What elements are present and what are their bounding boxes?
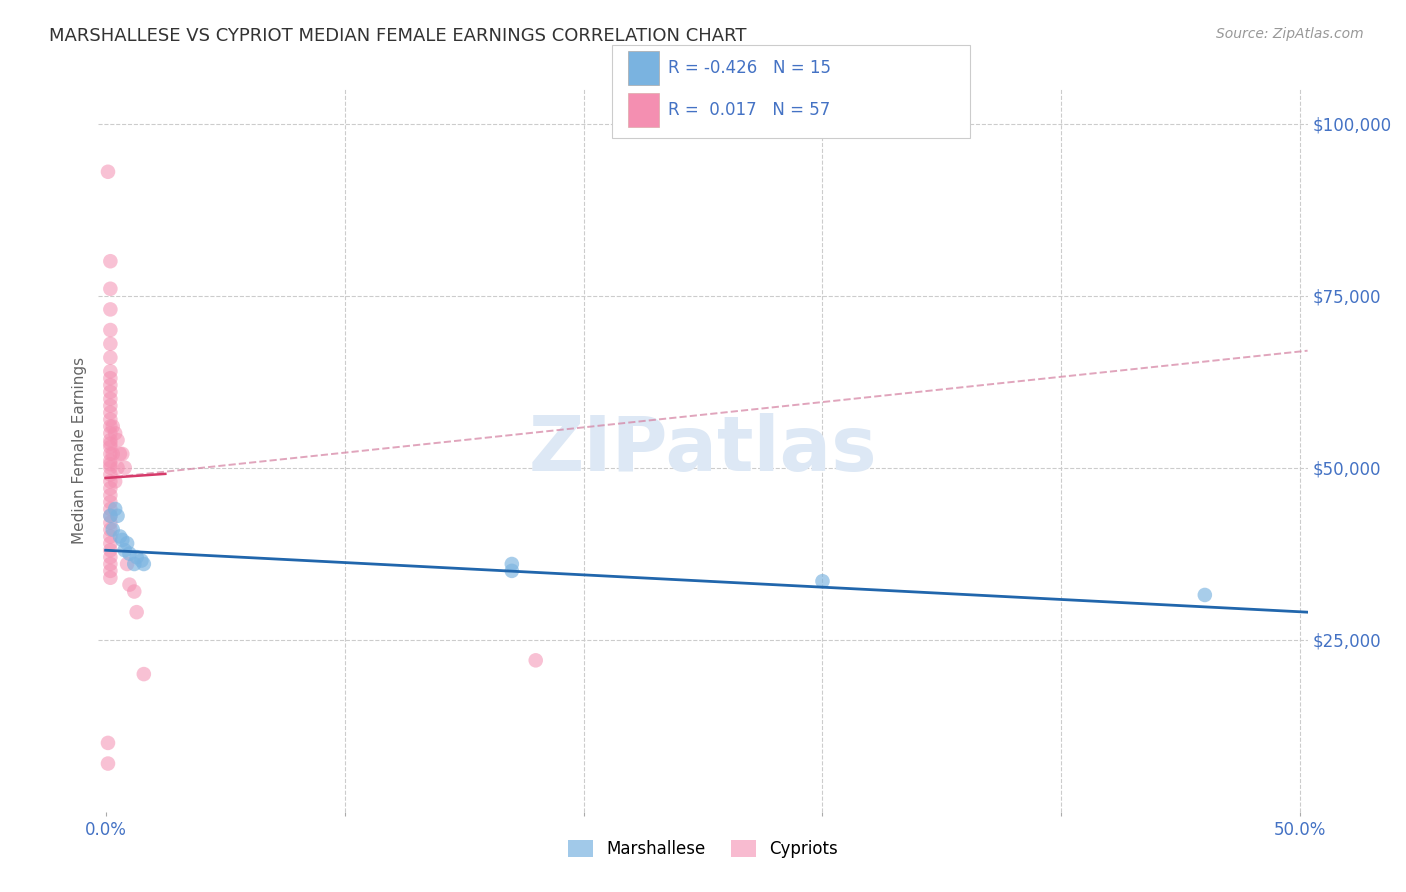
Point bbox=[107, 460, 129, 475]
Point bbox=[118, 547, 141, 561]
Point bbox=[98, 412, 121, 426]
Point bbox=[108, 447, 131, 461]
Point bbox=[98, 502, 121, 516]
Point bbox=[114, 543, 136, 558]
Point bbox=[501, 557, 523, 571]
Point bbox=[131, 553, 153, 567]
Point bbox=[98, 508, 121, 523]
Point bbox=[501, 564, 523, 578]
Point bbox=[98, 557, 121, 571]
Point bbox=[98, 351, 121, 365]
Point bbox=[98, 529, 121, 543]
Point bbox=[98, 384, 121, 399]
Point bbox=[125, 605, 148, 619]
Point bbox=[132, 557, 155, 571]
Point bbox=[98, 406, 121, 420]
Point bbox=[1194, 588, 1216, 602]
Text: R = -0.426   N = 15: R = -0.426 N = 15 bbox=[668, 59, 831, 77]
Y-axis label: Median Female Earnings: Median Female Earnings bbox=[72, 357, 87, 544]
Legend: Marshallese, Cypriots: Marshallese, Cypriots bbox=[561, 833, 845, 865]
Point bbox=[98, 419, 121, 434]
Point bbox=[107, 508, 129, 523]
Point bbox=[98, 371, 121, 385]
Point bbox=[115, 557, 138, 571]
Point bbox=[98, 454, 121, 468]
Point bbox=[101, 523, 124, 537]
Point bbox=[98, 436, 121, 450]
Point bbox=[98, 571, 121, 585]
Point bbox=[125, 550, 148, 565]
Point bbox=[98, 323, 121, 337]
Point bbox=[98, 460, 121, 475]
Point bbox=[98, 536, 121, 550]
Point bbox=[98, 447, 121, 461]
Point bbox=[115, 536, 138, 550]
Point bbox=[98, 481, 121, 495]
Point bbox=[98, 564, 121, 578]
Point bbox=[98, 440, 121, 454]
Point bbox=[122, 584, 145, 599]
Point bbox=[98, 508, 121, 523]
Point bbox=[98, 364, 121, 378]
Point bbox=[98, 336, 121, 351]
Point bbox=[98, 475, 121, 489]
Point bbox=[98, 426, 121, 441]
Point bbox=[98, 399, 121, 413]
Point bbox=[98, 392, 121, 406]
Point bbox=[97, 736, 120, 750]
Point bbox=[98, 543, 121, 558]
Point bbox=[104, 426, 127, 441]
Point bbox=[98, 550, 121, 565]
Point bbox=[108, 529, 131, 543]
Point bbox=[118, 577, 141, 591]
Point bbox=[98, 516, 121, 530]
Point bbox=[98, 378, 121, 392]
Text: Source: ZipAtlas.com: Source: ZipAtlas.com bbox=[1216, 27, 1364, 41]
Point bbox=[98, 302, 121, 317]
Point bbox=[111, 533, 134, 547]
Point bbox=[524, 653, 547, 667]
Point bbox=[111, 447, 134, 461]
Point bbox=[98, 457, 121, 471]
Point bbox=[132, 667, 155, 681]
Point bbox=[101, 419, 124, 434]
Text: R =  0.017   N = 57: R = 0.017 N = 57 bbox=[668, 101, 830, 119]
Text: ZIPatlas: ZIPatlas bbox=[529, 414, 877, 487]
Text: MARSHALLESE VS CYPRIOT MEDIAN FEMALE EARNINGS CORRELATION CHART: MARSHALLESE VS CYPRIOT MEDIAN FEMALE EAR… bbox=[49, 27, 747, 45]
Point bbox=[98, 488, 121, 502]
Point bbox=[104, 502, 127, 516]
Point bbox=[98, 282, 121, 296]
Point bbox=[107, 433, 129, 447]
Point bbox=[98, 467, 121, 482]
Point bbox=[104, 475, 127, 489]
Point bbox=[97, 756, 120, 771]
Point bbox=[98, 523, 121, 537]
Point bbox=[97, 165, 120, 179]
Point bbox=[114, 460, 136, 475]
Point bbox=[122, 557, 145, 571]
Point bbox=[98, 495, 121, 509]
Point bbox=[98, 254, 121, 268]
Point bbox=[811, 574, 834, 589]
Point bbox=[98, 433, 121, 447]
Point bbox=[101, 447, 124, 461]
